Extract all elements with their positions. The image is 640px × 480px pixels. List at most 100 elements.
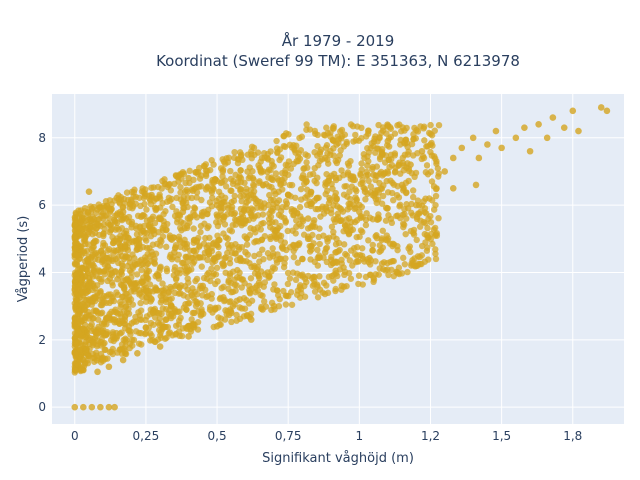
x-tick-label: 1,5 bbox=[492, 429, 511, 443]
data-point bbox=[435, 170, 442, 177]
data-point bbox=[294, 259, 302, 266]
data-point bbox=[383, 130, 390, 137]
data-point bbox=[186, 167, 193, 175]
data-point bbox=[224, 210, 231, 218]
data-point bbox=[181, 188, 189, 195]
data-point bbox=[410, 152, 417, 159]
data-point bbox=[332, 176, 340, 184]
data-point bbox=[428, 152, 436, 159]
data-point bbox=[108, 294, 116, 301]
data-point bbox=[370, 171, 377, 179]
data-point bbox=[150, 321, 157, 328]
data-point bbox=[159, 224, 166, 232]
data-point bbox=[369, 247, 377, 254]
data-point bbox=[296, 284, 303, 291]
data-point bbox=[393, 268, 400, 276]
data-point bbox=[270, 163, 277, 170]
data-point bbox=[84, 209, 92, 216]
data-point bbox=[173, 281, 180, 289]
data-point bbox=[363, 210, 370, 217]
data-point bbox=[340, 172, 347, 179]
data-point bbox=[427, 212, 434, 220]
data-point bbox=[330, 277, 337, 284]
data-point bbox=[85, 228, 93, 236]
data-point bbox=[384, 137, 392, 145]
data-point bbox=[411, 255, 418, 262]
data-point bbox=[469, 134, 477, 142]
data-point bbox=[237, 167, 244, 174]
data-point bbox=[171, 306, 178, 313]
data-point bbox=[378, 200, 386, 207]
data-point bbox=[243, 257, 250, 265]
data-point bbox=[313, 179, 320, 187]
data-point bbox=[157, 334, 165, 341]
data-point bbox=[142, 329, 150, 337]
data-point bbox=[256, 164, 264, 172]
data-point bbox=[205, 223, 212, 230]
data-point bbox=[376, 265, 383, 272]
data-point bbox=[292, 149, 299, 156]
data-point bbox=[284, 269, 292, 277]
data-point bbox=[162, 316, 170, 323]
data-point bbox=[343, 138, 350, 146]
data-point bbox=[192, 277, 199, 285]
data-point bbox=[234, 182, 241, 190]
data-point bbox=[282, 130, 290, 137]
data-point bbox=[225, 285, 232, 293]
data-point bbox=[293, 158, 301, 165]
data-point bbox=[159, 280, 166, 287]
data-point bbox=[304, 225, 312, 232]
data-point bbox=[352, 250, 359, 258]
data-point bbox=[458, 144, 466, 152]
data-point bbox=[245, 197, 252, 204]
data-point bbox=[424, 244, 431, 251]
data-point bbox=[82, 258, 89, 265]
data-point bbox=[254, 224, 261, 231]
data-point bbox=[292, 276, 300, 284]
data-point bbox=[80, 366, 87, 374]
data-point bbox=[603, 107, 611, 115]
data-point bbox=[231, 154, 238, 162]
data-point bbox=[111, 316, 118, 323]
data-point bbox=[272, 170, 280, 177]
data-point bbox=[238, 197, 245, 205]
data-point bbox=[359, 245, 366, 252]
data-point bbox=[177, 183, 184, 191]
data-point bbox=[364, 256, 371, 263]
data-point bbox=[247, 275, 255, 282]
data-point bbox=[417, 123, 424, 130]
data-point bbox=[108, 279, 116, 286]
data-point bbox=[427, 219, 435, 226]
data-point bbox=[422, 169, 430, 176]
data-point bbox=[231, 192, 238, 200]
data-point bbox=[141, 235, 149, 242]
data-point bbox=[472, 181, 480, 189]
data-point bbox=[314, 131, 321, 139]
data-point bbox=[101, 242, 109, 249]
data-point bbox=[206, 234, 213, 241]
data-point bbox=[386, 124, 394, 131]
data-point bbox=[432, 231, 440, 238]
data-point bbox=[278, 213, 285, 220]
data-point bbox=[432, 255, 440, 263]
data-point bbox=[219, 168, 227, 175]
data-point bbox=[205, 242, 212, 249]
data-point bbox=[303, 121, 310, 128]
data-point bbox=[72, 228, 79, 236]
data-point bbox=[267, 148, 274, 155]
data-point bbox=[333, 269, 340, 277]
data-point bbox=[190, 309, 198, 317]
data-point bbox=[325, 160, 332, 167]
data-point bbox=[80, 356, 87, 363]
data-point bbox=[449, 154, 457, 162]
data-point bbox=[241, 220, 248, 227]
data-point bbox=[338, 256, 345, 264]
data-point bbox=[322, 203, 330, 211]
data-point bbox=[430, 206, 438, 213]
data-point bbox=[140, 188, 147, 196]
data-point bbox=[208, 295, 215, 302]
data-point bbox=[196, 254, 203, 261]
data-point bbox=[159, 305, 166, 312]
data-point bbox=[215, 212, 222, 220]
data-point bbox=[183, 324, 190, 331]
